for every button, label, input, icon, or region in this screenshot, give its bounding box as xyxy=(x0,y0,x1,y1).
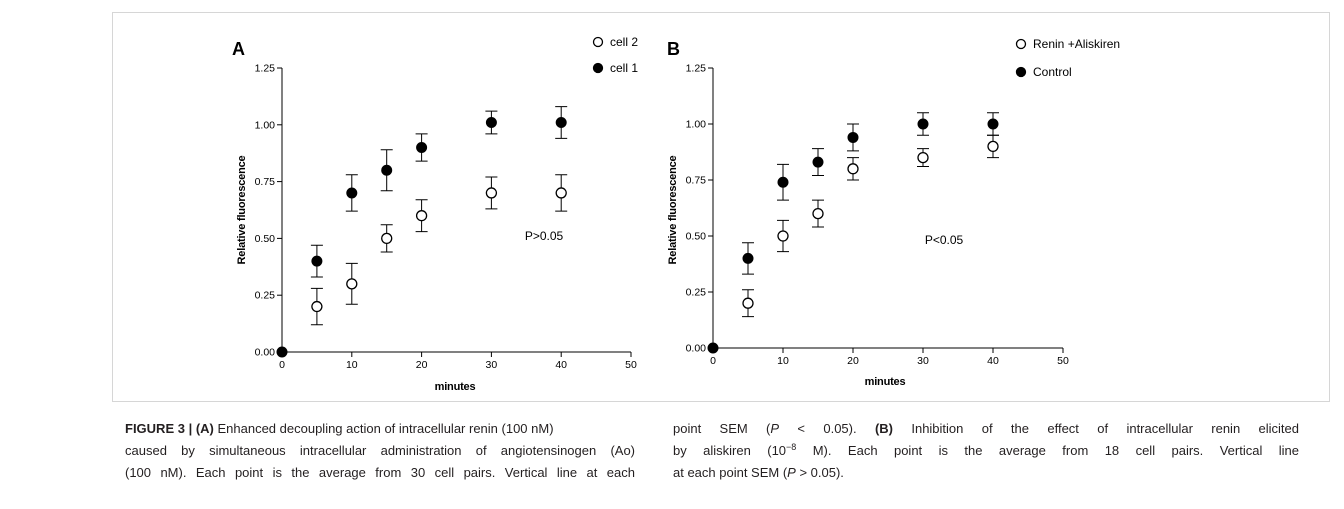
x-tick-label: 50 xyxy=(625,359,637,371)
data-point-control xyxy=(917,118,929,130)
x-tick-label: 10 xyxy=(346,359,358,371)
x-tick-label: 40 xyxy=(987,355,999,367)
panel-b-label: (B) xyxy=(874,421,893,436)
y-tick-label: 0.00 xyxy=(255,347,276,359)
x-tick-label: 40 xyxy=(555,359,567,371)
data-point-cell-2 xyxy=(346,278,358,290)
p-value-annotation: P>0.05 xyxy=(525,229,564,243)
exponent: −8 xyxy=(786,442,797,452)
y-axis-title: Relative fluorescence xyxy=(667,155,679,264)
caption-text: at each point SEM ( xyxy=(673,465,788,480)
panel-label: B xyxy=(667,39,680,59)
legend-marker-renin-aliskiren xyxy=(1015,38,1027,50)
legend-marker-control xyxy=(1015,66,1027,78)
data-point-cell-1 xyxy=(346,187,358,199)
caption-line: point SEM (P < 0.05). (B) Inhibition of … xyxy=(673,418,1299,440)
caption-column-right: point SEM (P < 0.05). (B) Inhibition of … xyxy=(673,418,1299,484)
data-point-renin-aliskiren xyxy=(847,163,859,175)
x-tick-label: 30 xyxy=(486,359,498,371)
series-cell-1 xyxy=(276,106,568,358)
y-axis-title: Relative fluorescence xyxy=(236,155,248,264)
data-point-renin-aliskiren xyxy=(777,230,789,242)
x-tick-label: 10 xyxy=(777,355,789,367)
y-tick-label: 0.00 xyxy=(686,343,707,355)
caption-text: > 0.05). xyxy=(795,465,844,480)
x-tick-label: 30 xyxy=(917,355,929,367)
data-point-cell-1 xyxy=(416,142,428,154)
series-renin-aliskiren xyxy=(742,134,999,318)
y-tick-label: 0.75 xyxy=(686,175,707,187)
caption-text: by aliskiren (10 xyxy=(673,443,787,458)
series-cell-2 xyxy=(310,174,568,326)
caption-text: Inhibition of the effect of intracellula… xyxy=(893,421,1299,436)
data-point-control xyxy=(847,131,859,143)
data-point-control xyxy=(777,176,789,188)
x-tick-label: 20 xyxy=(847,355,859,367)
caption-text: M). Each point is the average from 18 ce… xyxy=(796,443,1299,458)
y-tick-label: 1.25 xyxy=(255,63,276,75)
data-point-cell-2 xyxy=(415,210,428,222)
caption-line: at each point SEM (P > 0.05). xyxy=(673,462,1299,484)
data-point-cell-1 xyxy=(311,255,323,267)
caption-line: by aliskiren (10−8 M). Each point is the… xyxy=(673,440,1299,462)
data-point-cell-1 xyxy=(276,346,288,358)
legend-label-control: Control xyxy=(1033,65,1072,79)
caption-column-left: FIGURE 3 | (A) Enhanced decoupling actio… xyxy=(125,418,635,484)
data-point-renin-aliskiren xyxy=(917,151,929,164)
legend-label-cell-1: cell 1 xyxy=(610,61,638,75)
y-tick-label: 0.50 xyxy=(255,233,276,245)
x-tick-label: 20 xyxy=(416,359,428,371)
caption-text: < 0.05). xyxy=(779,421,875,436)
legend-label-renin-aliskiren: Renin +Aliskiren xyxy=(1033,37,1120,51)
x-axis-title: minutes xyxy=(865,376,906,388)
p-symbol: P xyxy=(787,465,796,480)
data-point-control xyxy=(742,252,754,264)
caption-line: FIGURE 3 | (A) Enhanced decoupling actio… xyxy=(125,418,635,440)
data-point-control xyxy=(987,118,999,130)
p-symbol: P xyxy=(770,421,780,436)
data-point-cell-2 xyxy=(555,187,567,199)
legend-label-cell-2: cell 2 xyxy=(610,35,638,49)
legend-marker-cell-1 xyxy=(592,62,604,74)
y-tick-label: 1.25 xyxy=(686,63,707,75)
y-tick-label: 1.00 xyxy=(255,119,276,131)
caption-line: (100 nM). Each point is the average from… xyxy=(125,465,635,480)
y-tick-label: 0.25 xyxy=(686,287,707,299)
data-point-cell-1 xyxy=(381,164,393,176)
data-point-control xyxy=(707,342,719,354)
data-point-renin-aliskiren xyxy=(987,140,999,153)
chart-panel-a: A 0.00 0.25 0.50 0.75 1.00 1.25 0 10 20 30 40 50 Rela… xyxy=(232,35,638,393)
data-point-control xyxy=(812,156,824,168)
x-tick-label: 0 xyxy=(710,355,716,367)
legend-marker-cell-2 xyxy=(592,36,604,48)
data-point-cell-1 xyxy=(485,117,497,129)
series-control xyxy=(707,112,999,354)
data-point-cell-1 xyxy=(555,117,567,129)
caption-text: point SEM ( xyxy=(673,421,771,436)
chart-panel-b: B 0.00 0.25 0.50 0.75 1.00 1.25 0 10 20 30 40 50 Rela… xyxy=(667,37,1120,388)
caption-text: Enhanced decoupling action of intracellu… xyxy=(213,421,554,436)
data-point-renin-aliskiren xyxy=(742,297,754,309)
data-point-cell-2 xyxy=(381,232,393,245)
data-point-renin-aliskiren xyxy=(812,207,824,220)
y-tick-label: 0.75 xyxy=(255,176,276,188)
y-tick-label: 0.50 xyxy=(686,231,707,243)
p-value-annotation: P<0.05 xyxy=(925,233,964,247)
data-point-cell-2 xyxy=(311,300,323,313)
data-point-cell-2 xyxy=(485,187,498,199)
figure-frame xyxy=(112,12,1330,402)
x-tick-label: 0 xyxy=(279,359,285,371)
y-tick-label: 1.00 xyxy=(686,119,707,131)
figure-label: FIGURE 3 | (A) xyxy=(125,421,214,436)
y-tick-label: 0.25 xyxy=(255,290,276,302)
x-axis-title: minutes xyxy=(435,381,476,393)
panel-label: A xyxy=(232,39,245,59)
caption-line: caused by simultaneous intracellular adm… xyxy=(125,443,635,458)
x-tick-label: 50 xyxy=(1057,355,1069,367)
